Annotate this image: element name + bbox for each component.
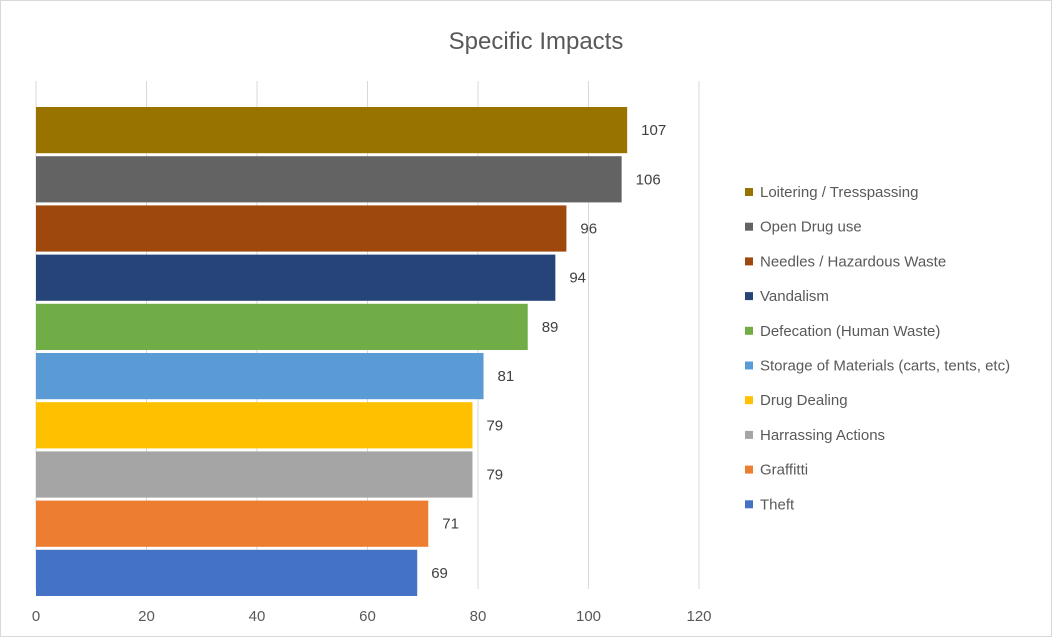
data-label: 89 bbox=[542, 319, 559, 336]
data-label: 79 bbox=[486, 467, 503, 484]
legend-label: Vandalism bbox=[760, 288, 829, 305]
data-label: 79 bbox=[486, 417, 503, 434]
legend-item: Open Drug use bbox=[745, 219, 862, 236]
bar bbox=[36, 205, 567, 252]
legend-label: Graffitti bbox=[760, 462, 808, 479]
legend-swatch bbox=[745, 257, 753, 266]
legend-swatch bbox=[745, 396, 753, 405]
chart-title: Specific Impacts bbox=[449, 28, 624, 55]
legend-item: Theft bbox=[745, 496, 795, 513]
data-label: 106 bbox=[636, 171, 661, 188]
x-tick-label: 40 bbox=[249, 608, 266, 625]
legend-label: Defecation (Human Waste) bbox=[760, 323, 940, 340]
legend-swatch bbox=[745, 465, 753, 474]
legend-item: Drug Dealing bbox=[745, 392, 848, 409]
legend-swatch bbox=[745, 361, 753, 370]
legend-swatch bbox=[745, 430, 753, 439]
legend-label: Storage of Materials (carts, tents, etc) bbox=[760, 358, 1010, 375]
legend-label: Drug Dealing bbox=[760, 392, 848, 409]
legend-swatch bbox=[745, 326, 753, 335]
data-label: 96 bbox=[580, 221, 597, 238]
legend-swatch bbox=[745, 500, 753, 509]
legend-label: Harrassing Actions bbox=[760, 427, 885, 444]
legend-swatch bbox=[745, 188, 753, 196]
data-label: 69 bbox=[431, 565, 448, 582]
bar bbox=[36, 107, 628, 154]
x-tick-label: 80 bbox=[470, 608, 487, 625]
legend-swatch bbox=[745, 292, 753, 301]
legend-item: Graffitti bbox=[745, 462, 808, 479]
legend-item: Loitering / Tresspassing bbox=[745, 184, 918, 201]
legend-item: Needles / Hazardous Waste bbox=[745, 253, 946, 270]
bar bbox=[36, 353, 484, 400]
data-labels: 107 106 96 94 89 81 79 79 71 69 bbox=[431, 122, 666, 582]
x-tick-label: 60 bbox=[359, 608, 376, 625]
x-tick-label: 120 bbox=[686, 608, 711, 625]
data-label: 107 bbox=[641, 122, 666, 139]
legend-item: Storage of Materials (carts, tents, etc) bbox=[745, 358, 1010, 375]
legend: Loitering / Tresspassing Open Drug use Nee… bbox=[745, 184, 1010, 513]
legend-label: Open Drug use bbox=[760, 219, 862, 236]
bars bbox=[36, 107, 628, 596]
legend-item: Vandalism bbox=[745, 288, 829, 305]
x-tick-label: 0 bbox=[32, 608, 40, 625]
x-tick-label: 100 bbox=[576, 608, 601, 625]
legend-label: Loitering / Tresspassing bbox=[760, 184, 918, 201]
legend-label: Needles / Hazardous Waste bbox=[760, 253, 946, 270]
x-tick-label: 20 bbox=[138, 608, 155, 625]
x-tick-labels: 0 20 40 60 80 100 120 bbox=[32, 608, 712, 625]
data-label: 71 bbox=[442, 516, 459, 533]
legend-item: Harrassing Actions bbox=[745, 427, 885, 444]
bar bbox=[36, 303, 528, 350]
bar bbox=[36, 402, 473, 449]
legend-item: Defecation (Human Waste) bbox=[745, 323, 940, 340]
legend-swatch bbox=[745, 222, 753, 231]
data-label: 94 bbox=[569, 270, 586, 287]
bar bbox=[36, 500, 429, 547]
bar bbox=[36, 156, 622, 203]
legend-label: Theft bbox=[760, 496, 795, 513]
bar bbox=[36, 254, 556, 301]
data-label: 81 bbox=[498, 368, 515, 385]
bar bbox=[36, 451, 473, 498]
bar bbox=[36, 549, 418, 596]
